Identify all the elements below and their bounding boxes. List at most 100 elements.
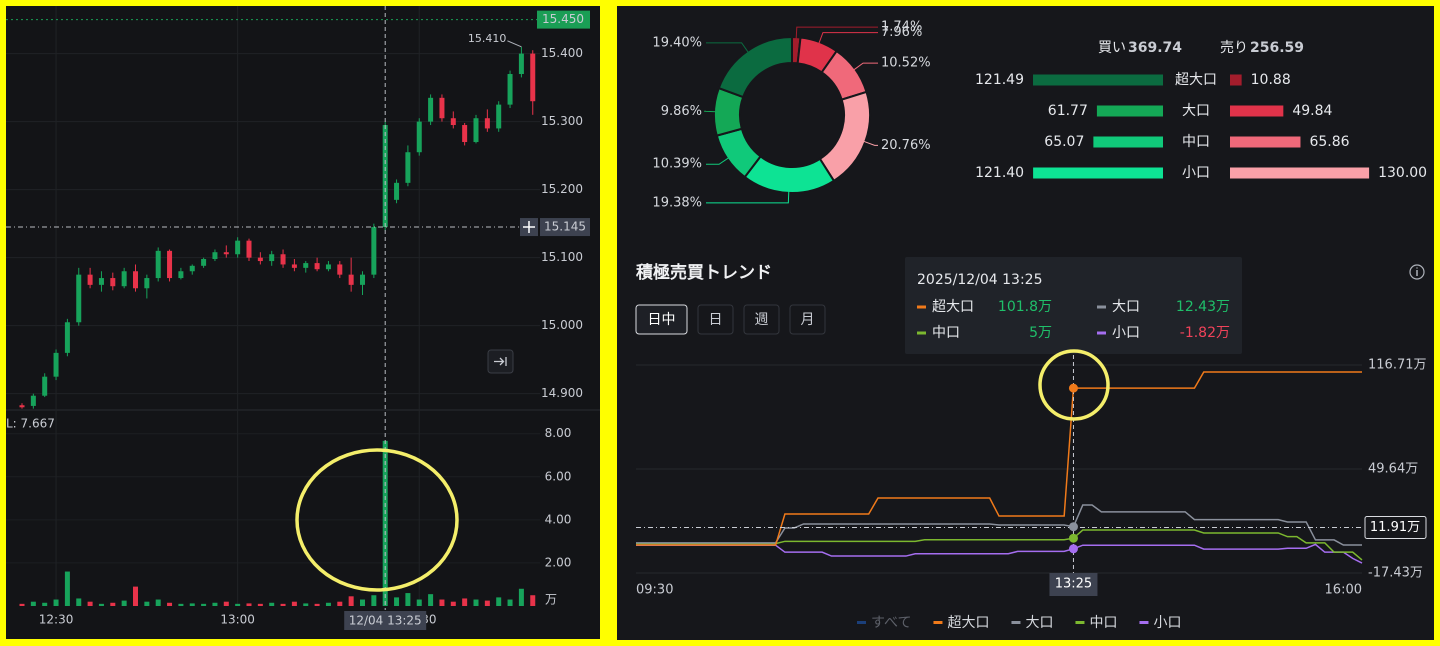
legend-item[interactable]: 大口 xyxy=(1011,615,1053,631)
x-tick-label: 09:30 xyxy=(636,583,673,598)
legend-swatch xyxy=(857,621,866,624)
y-tick-label: 15.400 xyxy=(541,46,583,60)
volume-bar xyxy=(223,601,229,606)
legend-item[interactable]: 小口 xyxy=(1139,615,1181,631)
slice-label: 19.38% xyxy=(652,195,702,210)
tooltip-value: -1.82万 xyxy=(1180,325,1230,341)
sell-bar xyxy=(1230,74,1242,86)
legend-label: 中口 xyxy=(1089,615,1117,631)
sell-value: 65.86 xyxy=(1309,134,1349,150)
add-button[interactable] xyxy=(520,218,538,237)
candle-body xyxy=(201,259,207,266)
legend-swatch xyxy=(1139,621,1149,624)
volume-bar xyxy=(484,600,490,606)
sell-value: 130.00 xyxy=(1378,165,1427,181)
y-tick-label: 15.000 xyxy=(541,318,583,332)
period-tab[interactable]: 日中 xyxy=(635,304,688,335)
candle-body xyxy=(360,274,365,285)
buy-value: 65.07 xyxy=(1044,134,1084,150)
legend-item[interactable]: すべて xyxy=(857,615,911,631)
y-tick-label: 15.300 xyxy=(541,114,583,128)
tab-box xyxy=(743,304,780,335)
candle-body xyxy=(42,376,48,396)
volume-unit: 万 xyxy=(545,593,557,607)
candle-body xyxy=(530,53,536,102)
x-tick-label: 16:00 xyxy=(1325,583,1362,598)
row-label: 中口 xyxy=(1182,134,1210,150)
row-label: 小口 xyxy=(1182,165,1210,181)
highlight-circle xyxy=(1038,349,1110,421)
row-label: 超大口 xyxy=(1175,72,1217,88)
slice-label: 7.96% xyxy=(881,25,922,40)
crosshair-y-box xyxy=(540,218,590,237)
legend-swatch xyxy=(933,621,943,624)
tab-label: 月 xyxy=(801,312,815,328)
y-tick-label: 8.00 xyxy=(545,426,572,440)
candle-body xyxy=(439,97,445,119)
tab-label: 日 xyxy=(709,312,723,328)
volume-bar xyxy=(530,595,536,606)
volume-bar xyxy=(201,603,207,606)
volume-bar xyxy=(303,603,309,606)
y-tick-label: -17.43万 xyxy=(1368,566,1423,581)
jump-latest-button[interactable] xyxy=(487,349,514,374)
volume-bar xyxy=(382,440,388,606)
sell-bar xyxy=(1230,105,1284,117)
tooltip-swatch xyxy=(1097,331,1106,335)
sell-total: 256.59 xyxy=(1250,40,1304,56)
volume-bar xyxy=(235,603,241,606)
tab-label: 日中 xyxy=(648,312,676,328)
candle-body xyxy=(348,274,354,285)
legend-label: すべて xyxy=(871,615,911,631)
period-tab[interactable]: 週 xyxy=(743,304,780,335)
period-tab[interactable]: 月 xyxy=(789,304,826,335)
volume-bar xyxy=(291,601,297,606)
candle-body xyxy=(450,118,456,126)
volume-bar xyxy=(405,593,411,606)
candle-body xyxy=(144,278,150,289)
candle-body xyxy=(518,53,524,75)
crosshair-dot xyxy=(1068,544,1078,554)
period-tab[interactable]: 日 xyxy=(697,304,734,335)
tab-box xyxy=(697,304,734,335)
candle-body xyxy=(212,252,218,260)
legend-item[interactable]: 中口 xyxy=(1075,615,1117,631)
tooltip-name: 超大口 xyxy=(932,299,974,315)
candle-body xyxy=(87,274,93,285)
row-label: 大口 xyxy=(1182,103,1210,119)
y-tick-label: 4.00 xyxy=(545,512,572,526)
legend-item[interactable]: 超大口 xyxy=(933,615,989,631)
y-tick-label: 116.71万 xyxy=(1368,358,1427,373)
y-tick-label: 2.00 xyxy=(545,555,572,569)
candle-body xyxy=(167,250,173,279)
candle-body xyxy=(155,250,161,279)
x-tick-label: 12:30 xyxy=(39,613,74,627)
price-line-label: 15.450 xyxy=(542,12,584,26)
candle-body xyxy=(121,271,127,287)
tab-box xyxy=(789,304,826,335)
tooltip-value: 101.8万 xyxy=(998,299,1052,315)
leader-line xyxy=(706,42,749,53)
x-tick-label: 13:00 xyxy=(220,613,255,627)
candle-body xyxy=(133,271,138,289)
volume-bar xyxy=(53,599,59,606)
volume-bar xyxy=(121,600,127,606)
leader-line xyxy=(706,190,790,204)
crosshair-dot xyxy=(1068,383,1078,393)
candle-body xyxy=(484,118,490,129)
buy-total: 369.74 xyxy=(1128,40,1182,56)
info-icon[interactable] xyxy=(1409,264,1425,280)
candle-body xyxy=(110,278,116,287)
volume-bar xyxy=(133,586,138,606)
volume-bar xyxy=(144,601,150,606)
candle-body xyxy=(246,240,252,258)
series-line xyxy=(636,371,1362,546)
tab-box xyxy=(635,304,688,335)
volume-bar xyxy=(98,603,104,606)
highlight-circle xyxy=(295,448,459,592)
candle-body xyxy=(280,254,286,265)
buy-bar xyxy=(1033,167,1163,179)
volume-bar xyxy=(439,599,445,606)
legend-label: 小口 xyxy=(1153,615,1181,631)
